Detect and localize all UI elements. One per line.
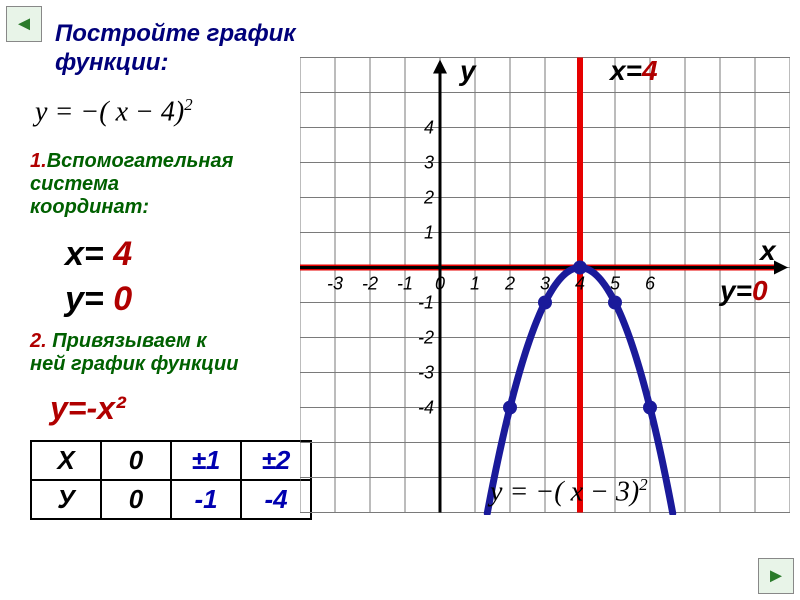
formula-graph: y = −( x − 3)2 [490,475,648,508]
table-cell: ±1 [171,441,241,480]
table-y-header: У [31,480,101,519]
aux-x-pre: х= [65,235,113,273]
svg-text:4: 4 [424,118,434,138]
table-cell: 0 [101,441,171,480]
table-cell: 0 [101,480,171,519]
svg-text:3: 3 [540,274,550,294]
nav-next-button[interactable]: ► [758,558,794,594]
y0-label: у=0 [720,275,768,307]
svg-text:-2: -2 [418,328,434,348]
svg-text:-1: -1 [397,274,413,294]
svg-text:6: 6 [645,274,656,294]
formula-main: y = −( x − 4)2 [35,95,193,128]
y-axis-label: у [460,55,476,87]
function-label: у=-х² [50,390,126,427]
table-cell: -1 [171,480,241,519]
step1-label: 1.Вспомогательная система координат: [30,150,233,219]
step1-text1: Вспомогательная [47,150,234,172]
x-axis-label: х [760,235,776,267]
aux-x-val: 4 [113,235,132,273]
table-x-header: Х [31,441,101,480]
step2-text1: Привязываем к [47,330,207,352]
table-row: У 0 -1 -4 [31,480,311,519]
svg-text:-1: -1 [418,293,434,313]
page-title: Постройте график функции: [55,20,296,78]
nav-prev-button[interactable]: ◄ [6,6,42,42]
svg-text:-3: -3 [327,274,343,294]
title-line1: Постройте график [55,20,296,47]
graph-canvas: -3-2-101234561234-1-2-3-4 [300,55,790,515]
svg-text:-4: -4 [418,398,434,418]
step2-text2: ней график функции [30,353,239,375]
aux-x: х= 4 [65,235,132,274]
step2-number: 2. [30,330,47,352]
value-table: Х 0 ±1 ±2 У 0 -1 -4 [30,440,312,520]
svg-text:-3: -3 [418,363,434,383]
svg-text:1: 1 [424,223,434,243]
svg-text:2: 2 [504,274,515,294]
step1-text3: координат: [30,196,149,218]
svg-text:1: 1 [470,274,480,294]
chevron-left-icon: ◄ [14,13,34,36]
svg-text:2: 2 [423,188,434,208]
aux-y-pre: у= [65,280,113,318]
x4-label: х=4 [610,55,658,87]
svg-text:0: 0 [435,274,445,294]
svg-text:-2: -2 [362,274,378,294]
aux-y-val: 0 [113,280,132,318]
step1-text2: система [30,173,119,195]
svg-text:4: 4 [575,274,585,294]
svg-text:5: 5 [610,274,621,294]
title-line2: функции: [55,49,168,76]
chevron-right-icon: ► [766,565,786,588]
aux-y: у= 0 [65,280,132,319]
svg-text:3: 3 [424,153,434,173]
step1-number: 1. [30,150,47,172]
table-row: Х 0 ±1 ±2 [31,441,311,480]
step2-label: 2. Привязываем к ней график функции [30,330,239,376]
